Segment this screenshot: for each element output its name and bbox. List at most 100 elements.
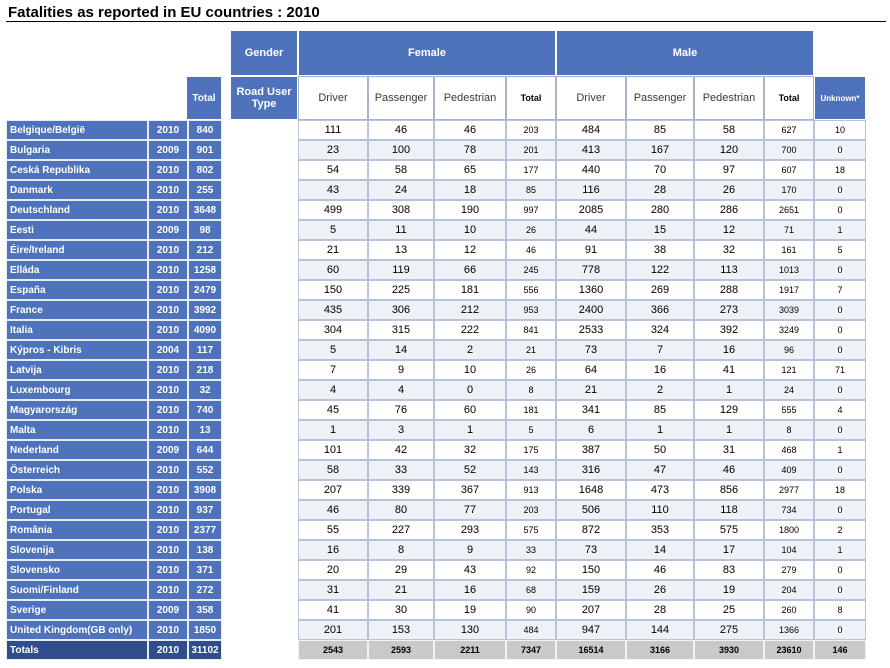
table-cell: 16 <box>434 580 506 600</box>
table-cell: 24 <box>368 180 434 200</box>
table-cell: 181 <box>434 280 506 300</box>
table-cell: 14 <box>626 540 694 560</box>
title-divider <box>6 21 886 22</box>
table-cell: 1917 <box>764 280 814 300</box>
country-total: 358 <box>188 600 222 620</box>
table-cell: 997 <box>506 200 556 220</box>
table-cell: 150 <box>298 280 368 300</box>
country-name: Kýpros - Kibris <box>6 340 148 360</box>
table-cell: 575 <box>506 520 556 540</box>
table-cell: 1 <box>814 220 866 240</box>
table-cell: 203 <box>506 500 556 520</box>
country-year: 2010 <box>148 160 188 180</box>
table-cell: 392 <box>694 320 764 340</box>
table-row: 41 30 19 90 207 28 25 260 8 <box>298 600 866 620</box>
country-year: 2009 <box>148 440 188 460</box>
country-total: 3648 <box>188 200 222 220</box>
table-cell: 73 <box>556 540 626 560</box>
country-name: Ceská Republika <box>6 160 148 180</box>
table-cell: 16 <box>626 360 694 380</box>
country-total: 255 <box>188 180 222 200</box>
table-cell: 46 <box>506 240 556 260</box>
table-cell: 9 <box>434 540 506 560</box>
country-total: 3992 <box>188 300 222 320</box>
table-cell: 26 <box>506 360 556 380</box>
table-cell: 5 <box>814 240 866 260</box>
table-cell: 315 <box>368 320 434 340</box>
table-row: 43 24 18 85 116 28 26 170 0 <box>298 180 866 200</box>
table-cell: 0 <box>814 380 866 400</box>
country-row: Eesti 2009 98 <box>6 220 222 240</box>
country-row: Bulgaria 2009 901 <box>6 140 222 160</box>
country-row: Elláda 2010 1258 <box>6 260 222 280</box>
table-cell: 26 <box>694 180 764 200</box>
table-cell: 16514 <box>556 640 626 660</box>
table-cell: 121 <box>764 360 814 380</box>
table-cell: 118 <box>694 500 764 520</box>
table-cell: 506 <box>556 500 626 520</box>
table-cell: 700 <box>764 140 814 160</box>
country-total: 901 <box>188 140 222 160</box>
table-cell: 627 <box>764 120 814 140</box>
country-row: Latvija 2010 218 <box>6 360 222 380</box>
country-row: Kýpros - Kibris 2004 117 <box>6 340 222 360</box>
country-row: Éire/Ireland 2010 212 <box>6 240 222 260</box>
table-cell: 91 <box>556 240 626 260</box>
country-name: Totals <box>6 640 148 660</box>
country-total: 117 <box>188 340 222 360</box>
table-row: 45 76 60 181 341 85 129 555 4 <box>298 400 866 420</box>
table-cell: 1 <box>814 440 866 460</box>
country-name: Slovensko <box>6 560 148 580</box>
country-year: 2010 <box>148 520 188 540</box>
table-cell: 413 <box>556 140 626 160</box>
table-cell: 1 <box>298 420 368 440</box>
subheader-0: Driver <box>298 76 368 120</box>
country-row: Magyarország 2010 740 <box>6 400 222 420</box>
table-cell: 52 <box>434 460 506 480</box>
subheader-6: Pedestrian <box>694 76 764 120</box>
table-cell: 85 <box>626 120 694 140</box>
table-cell: 44 <box>556 220 626 240</box>
country-row: Slovensko 2010 371 <box>6 560 222 580</box>
country-year: 2004 <box>148 340 188 360</box>
table-cell: 104 <box>764 540 814 560</box>
country-year: 2009 <box>148 220 188 240</box>
country-row: România 2010 2377 <box>6 520 222 540</box>
table-cell: 2211 <box>434 640 506 660</box>
country-year: 2010 <box>148 420 188 440</box>
table-cell: 12 <box>694 220 764 240</box>
country-row: Polska 2010 3908 <box>6 480 222 500</box>
table-cell: 201 <box>298 620 368 640</box>
table-cell: 3 <box>368 420 434 440</box>
country-year: 2010 <box>148 460 188 480</box>
country-name: Suomi/Finland <box>6 580 148 600</box>
table-cell: 101 <box>298 440 368 460</box>
country-total: 212 <box>188 240 222 260</box>
table-row: 7 9 10 26 64 16 41 121 71 <box>298 360 866 380</box>
table-cell: 41 <box>694 360 764 380</box>
table-cell: 111 <box>298 120 368 140</box>
country-total: 218 <box>188 360 222 380</box>
country-name: Elláda <box>6 260 148 280</box>
table-cell: 66 <box>434 260 506 280</box>
table-row: 111 46 46 203 484 85 58 627 10 <box>298 120 866 140</box>
country-year: 2010 <box>148 320 188 340</box>
country-year: 2010 <box>148 200 188 220</box>
table-cell: 167 <box>626 140 694 160</box>
table-cell: 0 <box>814 340 866 360</box>
table-cell: 4 <box>298 380 368 400</box>
country-row: Portugal 2010 937 <box>6 500 222 520</box>
table-cell: 0 <box>814 140 866 160</box>
table-cell: 130 <box>434 620 506 640</box>
page-title: Fatalities as reported in EU countries :… <box>8 4 320 21</box>
table-cell: 181 <box>506 400 556 420</box>
table-cell: 71 <box>814 360 866 380</box>
country-name: Luxembourg <box>6 380 148 400</box>
table-cell: 1013 <box>764 260 814 280</box>
table-cell: 286 <box>694 200 764 220</box>
road-user-type-header: Road User Type <box>230 76 298 120</box>
table-cell: 11 <box>368 220 434 240</box>
table-cell: 468 <box>764 440 814 460</box>
table-cell: 339 <box>368 480 434 500</box>
table-cell: 0 <box>814 260 866 280</box>
